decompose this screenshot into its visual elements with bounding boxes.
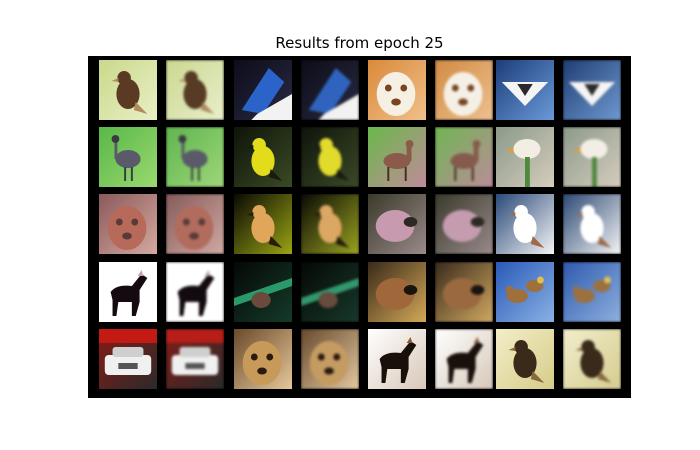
sample-image: [496, 329, 554, 389]
reconstructed-image: [435, 262, 493, 322]
sample-image: [99, 194, 157, 254]
reconstructed-image: [301, 60, 359, 120]
sample-image: [368, 127, 426, 187]
reconstructed-image: [166, 329, 224, 389]
sample-image: [234, 60, 292, 120]
sample-image: [368, 262, 426, 322]
sample-image: [496, 194, 554, 254]
reconstructed-image: [166, 127, 224, 187]
reconstructed-image: [563, 329, 621, 389]
reconstructed-image: [166, 194, 224, 254]
reconstructed-image: [435, 60, 493, 120]
reconstructed-image: [301, 127, 359, 187]
sample-image: [496, 60, 554, 120]
image-grid: [88, 56, 631, 398]
figure-title: Results from epoch 25: [275, 34, 444, 52]
sample-image: [496, 127, 554, 187]
sample-image: [99, 329, 157, 389]
sample-image: [234, 194, 292, 254]
reconstructed-image: [301, 329, 359, 389]
reconstructed-image: [563, 60, 621, 120]
sample-image: [234, 262, 292, 322]
sample-image: [368, 60, 426, 120]
sample-image: [234, 127, 292, 187]
sample-image: [234, 329, 292, 389]
reconstructed-image: [563, 194, 621, 254]
sample-image: [368, 194, 426, 254]
sample-image: [99, 60, 157, 120]
sample-image: [99, 127, 157, 187]
reconstructed-image: [435, 194, 493, 254]
reconstructed-image: [166, 262, 224, 322]
reconstructed-image: [166, 60, 224, 120]
reconstructed-image: [435, 127, 493, 187]
reconstructed-image: [301, 262, 359, 322]
sample-image: [99, 262, 157, 322]
reconstructed-image: [435, 329, 493, 389]
sample-image: [496, 262, 554, 322]
reconstructed-image: [563, 127, 621, 187]
reconstructed-image: [563, 262, 621, 322]
sample-image: [368, 329, 426, 389]
reconstructed-image: [301, 194, 359, 254]
